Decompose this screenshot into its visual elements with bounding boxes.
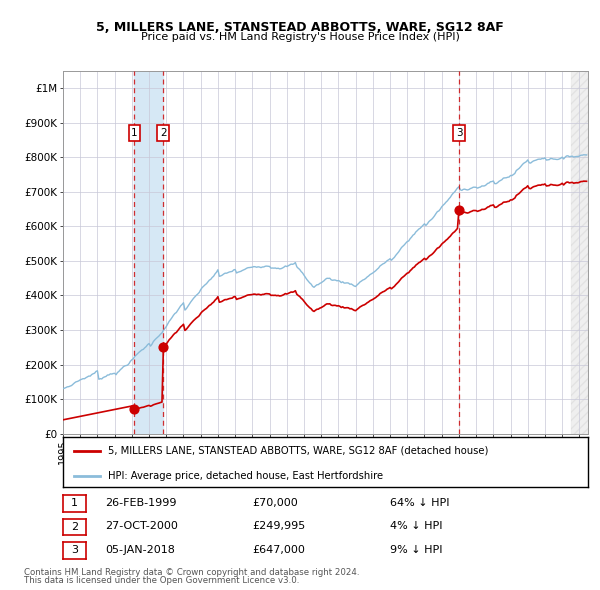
Text: £249,995: £249,995 [252,522,305,531]
Text: 9% ↓ HPI: 9% ↓ HPI [390,545,443,555]
Text: £70,000: £70,000 [252,498,298,507]
Point [454,205,464,215]
Text: 5, MILLERS LANE, STANSTEAD ABBOTTS, WARE, SG12 8AF (detached house): 5, MILLERS LANE, STANSTEAD ABBOTTS, WARE… [107,445,488,455]
Text: 1: 1 [131,128,138,138]
Text: This data is licensed under the Open Government Licence v3.0.: This data is licensed under the Open Gov… [24,576,299,585]
Text: HPI: Average price, detached house, East Hertfordshire: HPI: Average price, detached house, East… [107,471,383,481]
Text: 4% ↓ HPI: 4% ↓ HPI [390,522,443,531]
Point [158,343,168,352]
Text: 5, MILLERS LANE, STANSTEAD ABBOTTS, WARE, SG12 8AF: 5, MILLERS LANE, STANSTEAD ABBOTTS, WARE… [96,21,504,34]
Text: 05-JAN-2018: 05-JAN-2018 [105,545,175,555]
Point [130,405,139,414]
Bar [134,71,163,434]
Text: 27-OCT-2000: 27-OCT-2000 [105,522,178,531]
Text: Price paid vs. HM Land Registry's House Price Index (HPI): Price paid vs. HM Land Registry's House … [140,32,460,42]
Text: 2: 2 [71,522,78,532]
Bar [571,71,588,434]
Text: 64% ↓ HPI: 64% ↓ HPI [390,498,449,507]
Text: 1: 1 [71,499,78,508]
Text: 3: 3 [71,546,78,555]
Text: £647,000: £647,000 [252,545,305,555]
Text: 2: 2 [160,128,166,138]
Text: 26-FEB-1999: 26-FEB-1999 [105,498,176,507]
Text: 3: 3 [456,128,463,138]
Text: Contains HM Land Registry data © Crown copyright and database right 2024.: Contains HM Land Registry data © Crown c… [24,568,359,577]
